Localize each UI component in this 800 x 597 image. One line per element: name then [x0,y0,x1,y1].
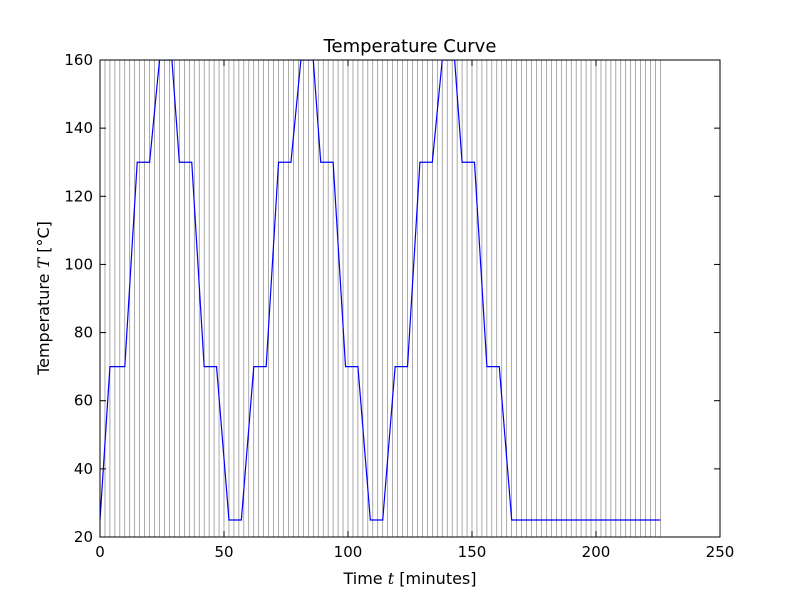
x-tick-label: 150 [458,543,487,561]
x-tick-label: 200 [582,543,611,561]
chart-title: Temperature Curve [323,36,497,57]
x-tick-label: 100 [334,543,363,561]
x-tick-label: 250 [706,543,735,561]
y-tick-label: 140 [64,119,93,137]
y-tick-label: 20 [74,528,93,546]
x-axis-label: Time t [minutes] [342,569,476,588]
plot-frame [99,59,721,538]
x-tick-label: 50 [214,543,233,561]
x-tick-label: 0 [95,543,105,561]
y-axis-ticks: 20 40 60 80 100 120 140 160 [64,51,720,546]
y-tick-label: 60 [74,392,93,410]
y-tick-label: 80 [74,324,93,342]
x-axis-ticks: 0 50 100 150 200 250 [95,60,734,561]
y-tick-label: 40 [74,460,93,478]
y-tick-label: 120 [64,187,93,205]
y-axis-label: Temperature T [°C] [34,221,53,376]
sample-lines [100,60,661,537]
y-tick-label: 100 [64,255,93,273]
y-tick-label: 160 [64,51,93,69]
